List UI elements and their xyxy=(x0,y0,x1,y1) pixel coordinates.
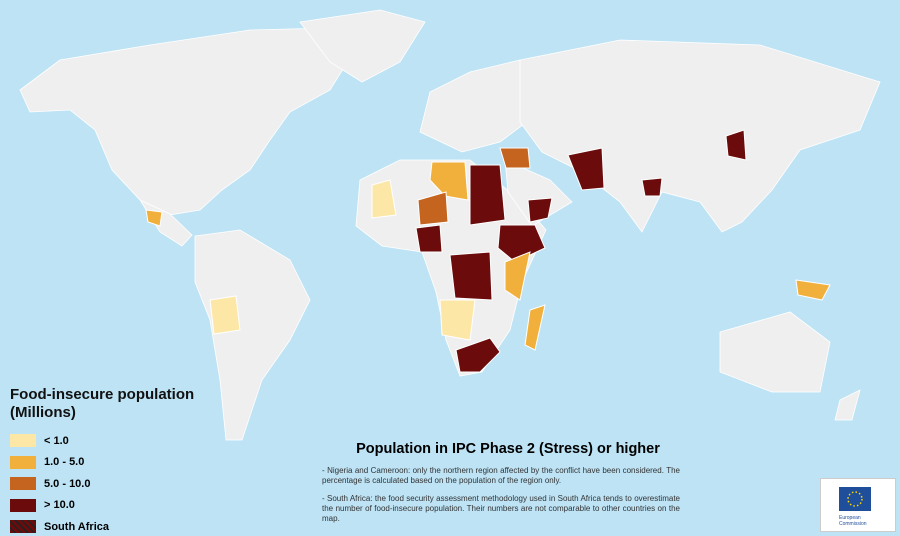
legend-item: South Africa xyxy=(10,516,109,536)
country xyxy=(429,161,469,201)
country xyxy=(417,191,449,226)
logo-flag xyxy=(839,487,871,511)
country xyxy=(725,129,747,161)
legend-label: > 10.0 xyxy=(44,499,75,512)
country xyxy=(497,224,546,263)
country xyxy=(527,197,553,223)
legend-title-line: Food-insecure population xyxy=(10,386,195,403)
country xyxy=(524,304,546,351)
country xyxy=(415,224,443,253)
legend-swatch xyxy=(10,455,36,469)
arabia xyxy=(504,159,573,227)
south-america xyxy=(194,229,311,441)
legend-swatch xyxy=(10,434,36,448)
legend-title-line: (Millions) xyxy=(10,404,76,421)
country xyxy=(439,299,476,341)
country xyxy=(371,179,397,219)
legend-swatch xyxy=(10,477,36,491)
country xyxy=(795,279,831,301)
country xyxy=(641,177,663,197)
new-zealand xyxy=(834,389,861,421)
country xyxy=(499,147,531,169)
north-america xyxy=(19,27,356,216)
legend-item: < 1.0 xyxy=(10,430,109,452)
legend-label: 1.0 - 5.0 xyxy=(44,456,85,469)
legend-label: South Africa xyxy=(44,520,109,533)
legend-item: 5.0 - 10.0 xyxy=(10,473,109,495)
legend: < 1.0 1.0 - 5.0 5.0 - 10.0 > 10.0 South Afri… xyxy=(10,430,109,536)
country xyxy=(455,337,501,373)
country xyxy=(145,209,163,227)
country xyxy=(209,295,241,335)
country xyxy=(449,251,493,301)
note: - South Africa: the food security assess… xyxy=(322,494,680,523)
logo-text: European Commission xyxy=(839,515,867,527)
affected-countries xyxy=(145,129,831,373)
legend-label: < 1.0 xyxy=(44,434,69,447)
note: - Nigeria and Cameroon: only the norther… xyxy=(322,466,680,485)
country xyxy=(504,251,531,301)
legend-item: 1.0 - 5.0 xyxy=(10,452,109,474)
logo: European Commission xyxy=(820,478,896,532)
greenland xyxy=(299,9,426,83)
legend-item: > 10.0 xyxy=(10,495,109,517)
australia xyxy=(719,311,831,393)
legend-title: Food-insecure population (Millions) xyxy=(10,386,194,422)
map-title: Population in IPC Phase 2 (Stress) or hi… xyxy=(356,441,660,457)
country xyxy=(567,147,605,191)
legend-label: 5.0 - 10.0 xyxy=(44,477,91,490)
legend-swatch xyxy=(10,498,36,512)
legend-swatch xyxy=(10,520,36,534)
land xyxy=(19,9,881,441)
country xyxy=(469,164,506,226)
asia xyxy=(519,39,881,233)
